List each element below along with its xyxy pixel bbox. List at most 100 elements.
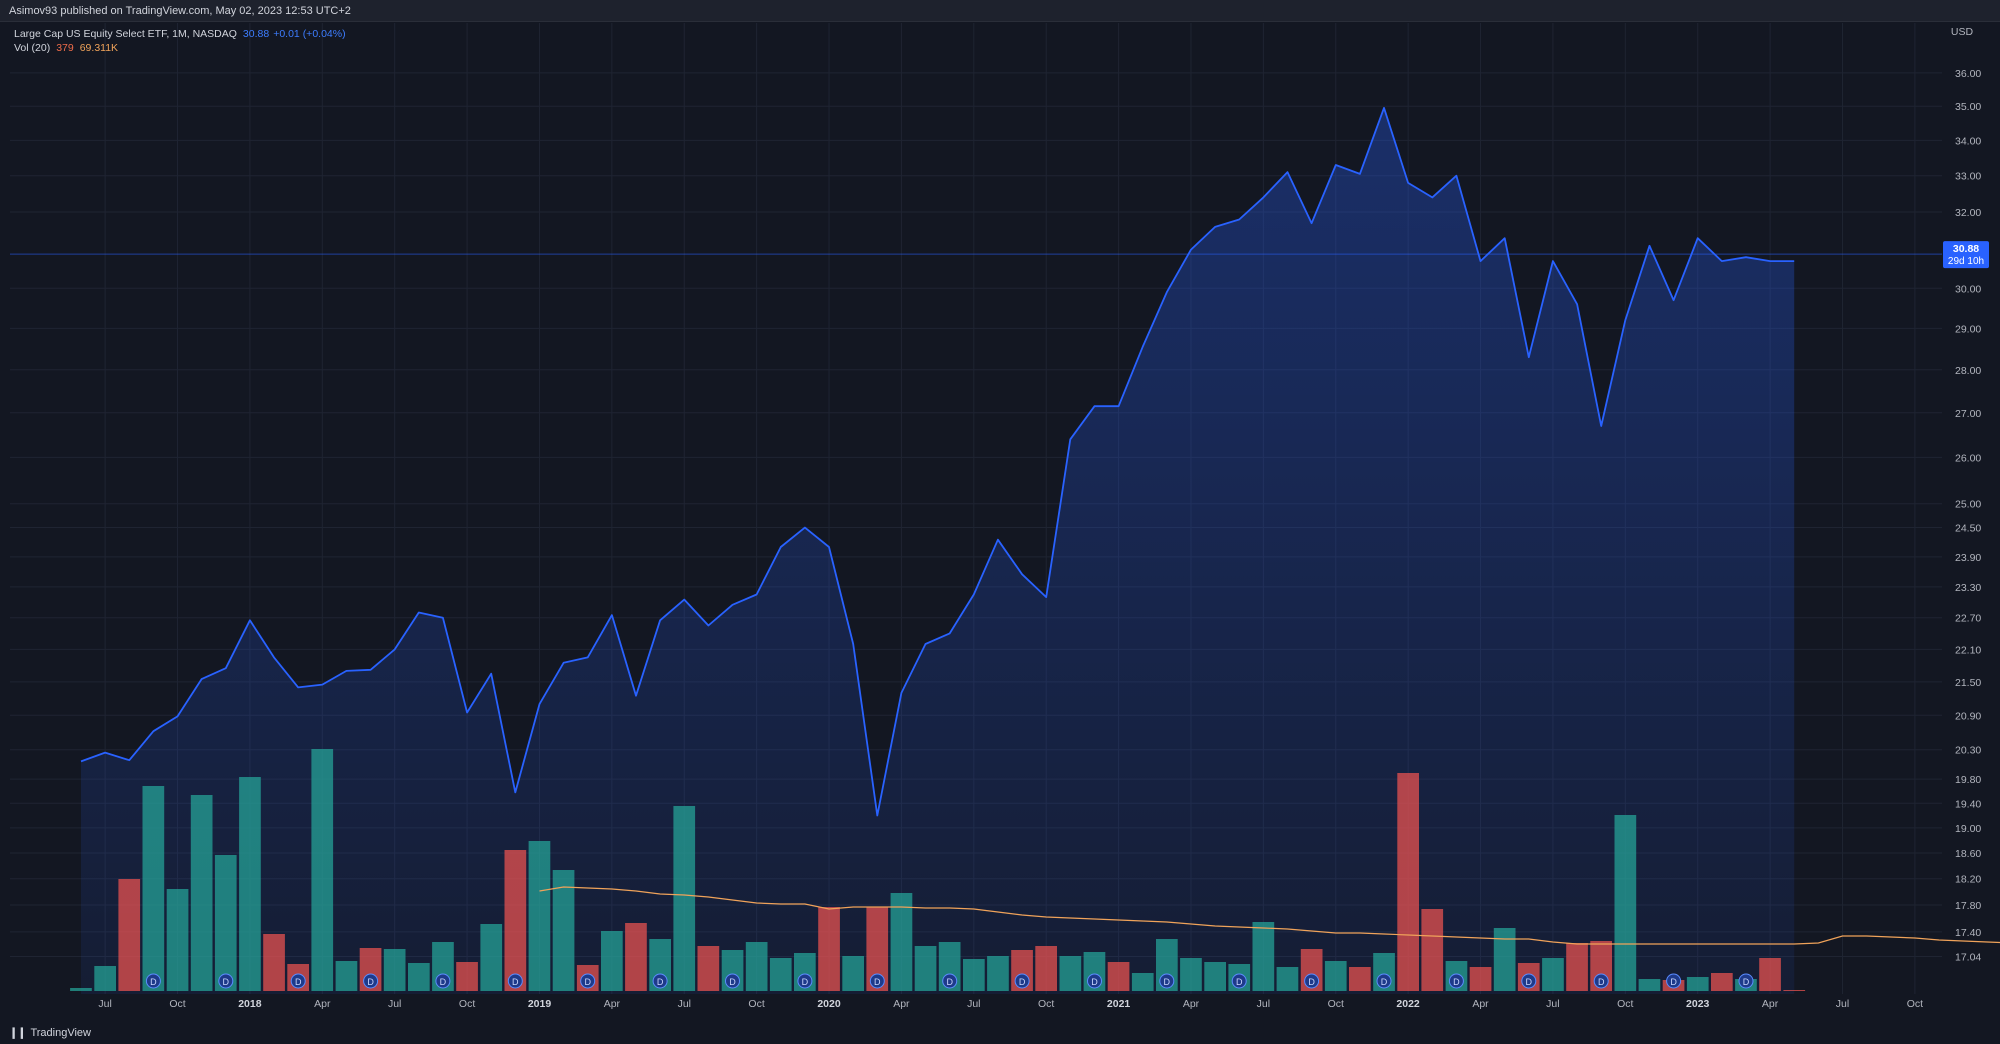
dividend-marker[interactable]: D bbox=[435, 973, 451, 989]
tradingview-logo-icon[interactable]: ❙❙ bbox=[9, 1027, 26, 1039]
volume-bar bbox=[1324, 961, 1347, 991]
footer: ❙❙ TradingView bbox=[0, 1022, 2000, 1044]
volume-bar bbox=[601, 931, 623, 991]
price-axis[interactable]: 36.00 35.00 34.00 33.00 32.00 30.00 29.00 28.00… bbox=[1955, 68, 1981, 964]
dividend-marker-label: D bbox=[1381, 977, 1388, 987]
x-tick-label: Apr bbox=[1183, 998, 1200, 1010]
last-price-countdown: 29d 10h bbox=[1948, 256, 1984, 267]
dividend-marker-label: D bbox=[150, 977, 157, 987]
y-axis-unit: USD bbox=[1951, 26, 1974, 38]
y-tick-label: 24.50 bbox=[1955, 523, 1981, 535]
dividend-marker-circle bbox=[1738, 973, 1754, 989]
dividend-marker[interactable]: D bbox=[218, 973, 234, 989]
y-tick-label: 17.04 bbox=[1955, 952, 1981, 964]
dividend-marker[interactable]: D bbox=[1014, 973, 1030, 989]
dividend-marker-label: D bbox=[1670, 977, 1677, 987]
x-tick-label: Oct bbox=[748, 998, 764, 1010]
volume-bar bbox=[1252, 922, 1275, 991]
volume-bar bbox=[1397, 773, 1419, 991]
x-tick-label: Oct bbox=[1038, 998, 1054, 1010]
volume-bar bbox=[625, 923, 647, 991]
volume-bar bbox=[963, 959, 985, 991]
dividend-marker[interactable]: D bbox=[942, 973, 958, 989]
dividend-marker[interactable]: D bbox=[145, 973, 161, 989]
dividend-marker-label: D bbox=[657, 977, 664, 987]
dividend-marker[interactable]: D bbox=[725, 973, 740, 989]
y-tick-label: 27.00 bbox=[1955, 408, 1981, 420]
y-tick-label: 28.00 bbox=[1955, 365, 1981, 377]
x-tick-label: Apr bbox=[893, 998, 910, 1010]
dividend-marker-label: D bbox=[1743, 977, 1750, 987]
x-tick-label: Jul bbox=[1546, 998, 1559, 1010]
x-tick-label: Jul bbox=[1257, 998, 1270, 1010]
volume-ma-line bbox=[539, 886, 2000, 945]
dividend-marker[interactable]: D bbox=[652, 973, 668, 989]
volume-indicator-label: Vol (20) bbox=[14, 42, 51, 54]
dividend-marker[interactable]: D bbox=[363, 973, 379, 989]
dividend-marker[interactable]: D bbox=[1087, 973, 1102, 989]
dividend-marker[interactable]: D bbox=[1231, 973, 1247, 989]
y-tick-label: 32.00 bbox=[1955, 207, 1981, 219]
dividend-marker[interactable]: D bbox=[1159, 973, 1175, 989]
volume-bar bbox=[239, 777, 261, 991]
volume-ma-path bbox=[539, 886, 2000, 945]
published-text: Asimov93 published on TradingView.com, M… bbox=[9, 5, 351, 17]
dividend-marker[interactable]: D bbox=[869, 973, 885, 989]
time-axis[interactable]: Jul Oct 2018 Apr Jul Oct 2019 Apr Jul Oct 2020 Apr J… bbox=[98, 998, 1923, 1010]
volume-bar bbox=[1469, 967, 1492, 991]
legend-price-row[interactable]: Large Cap US Equity Select ETF, 1M, NASD… bbox=[14, 27, 346, 41]
volume-bar bbox=[1349, 967, 1371, 991]
dividend-marker[interactable]: D bbox=[1593, 973, 1609, 989]
volume-bar bbox=[745, 942, 768, 991]
x-tick-label: Oct bbox=[169, 998, 185, 1010]
x-tick-label: Jul bbox=[98, 998, 111, 1010]
dividend-marker[interactable]: D bbox=[290, 973, 306, 989]
y-tick-label: 19.80 bbox=[1955, 774, 1981, 786]
dividend-marker-circle bbox=[1376, 973, 1392, 989]
dividend-marker[interactable]: D bbox=[1521, 973, 1537, 989]
y-tick-label: 18.20 bbox=[1955, 874, 1981, 886]
y-tick-label: 25.00 bbox=[1955, 499, 1981, 511]
dividend-marker[interactable]: D bbox=[1738, 973, 1754, 989]
dividend-marker[interactable]: D bbox=[1376, 973, 1392, 989]
y-tick-label: 21.50 bbox=[1955, 677, 1981, 689]
volume-bar bbox=[1638, 979, 1661, 991]
price-line bbox=[10, 107, 1942, 817]
dividend-marker-label: D bbox=[1164, 977, 1171, 987]
dividend-marker-circle bbox=[1087, 973, 1102, 989]
x-tick-label: Jul bbox=[678, 998, 691, 1010]
x-tick-label: Jul bbox=[1836, 998, 1849, 1010]
dividend-marker-label: D bbox=[295, 977, 302, 987]
dividend-marker[interactable]: D bbox=[1666, 973, 1682, 989]
dividend-marker-label: D bbox=[1019, 977, 1026, 987]
dividend-marker[interactable]: D bbox=[1448, 973, 1464, 989]
dividend-marker-label: D bbox=[512, 977, 519, 987]
volume-bar bbox=[1566, 943, 1588, 991]
volume-bar bbox=[142, 786, 165, 991]
x-tick-label: Oct bbox=[1907, 998, 1923, 1010]
volume-bar bbox=[70, 988, 92, 991]
dividend-marker[interactable]: D bbox=[507, 973, 523, 989]
volume-bar bbox=[118, 879, 141, 991]
volume-bar bbox=[1686, 977, 1709, 991]
y-tick-label: 20.90 bbox=[1955, 710, 1981, 722]
y-tick-label: 23.90 bbox=[1955, 552, 1981, 564]
dividend-marker[interactable]: D bbox=[580, 973, 596, 989]
dividend-marker[interactable]: D bbox=[1304, 973, 1320, 989]
dividend-marker[interactable]: D bbox=[797, 973, 813, 989]
volume-bar bbox=[1759, 958, 1781, 991]
volume-bar bbox=[842, 956, 864, 991]
y-tick-label: 36.00 bbox=[1955, 68, 1981, 80]
x-tick-label: Oct bbox=[1617, 998, 1633, 1010]
volume-bar bbox=[504, 850, 527, 991]
legend-volume-row[interactable]: Vol (20) 379 69.311K bbox=[14, 41, 346, 55]
x-tick-label: Apr bbox=[604, 998, 621, 1010]
dividend-marker-circle bbox=[652, 973, 668, 989]
brand-name[interactable]: TradingView bbox=[30, 1027, 91, 1039]
dividend-marker-label: D bbox=[584, 977, 591, 987]
dividend-marker-circle bbox=[1666, 973, 1682, 989]
dividend-marker-circle bbox=[942, 973, 958, 989]
dividend-marker-circle bbox=[1304, 973, 1320, 989]
